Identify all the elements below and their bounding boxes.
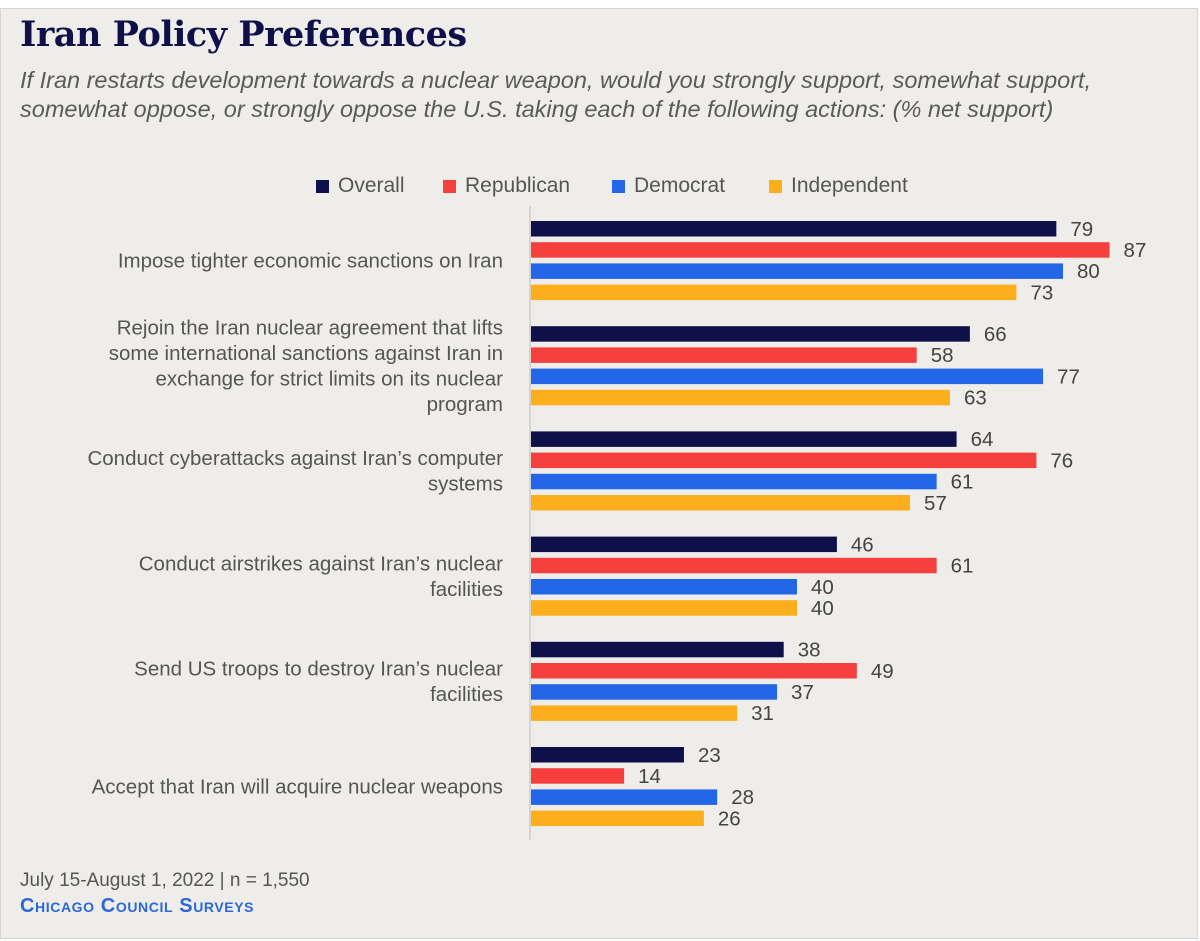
category-label-line: Rejoin the Iran nuclear agreement that l… — [117, 317, 503, 340]
category-label-conduct-airstrikes-against-iran-s-nuclear-facilities: Conduct airstrikes against Iran’s nuclea… — [139, 552, 503, 601]
data-label-overall-5: 38 — [798, 639, 821, 662]
category-label-line: Conduct airstrikes against Iran’s nuclea… — [139, 552, 503, 575]
data-label-democrat-1: 80 — [1077, 260, 1100, 283]
data-label-democrat-4: 40 — [811, 576, 834, 599]
bar-republican-3 — [531, 452, 1037, 469]
data-label-democrat-3: 61 — [951, 471, 974, 494]
bar-overall-1 — [531, 221, 1057, 237]
legend-item-independent: Independent — [769, 172, 908, 200]
source-credit: Chicago Council Surveys — [20, 895, 255, 917]
category-label-line: exchange for strict limits on its nuclea… — [156, 368, 504, 391]
category-label-conduct-cyberattacks-against-iran-s-computer-systems: Conduct cyberattacks against Iran’s comp… — [87, 447, 503, 496]
category-label-line: systems — [428, 473, 503, 496]
bar-democrat-3 — [531, 473, 937, 490]
data-label-independent-2: 63 — [964, 387, 987, 410]
bar-republican-6 — [531, 768, 625, 784]
chart-legend: Overall Republican Democrat Independent — [0, 172, 1200, 200]
data-label-republican-2: 58 — [931, 344, 954, 367]
bar-independent-6 — [531, 810, 704, 827]
bar-overall-6 — [531, 747, 684, 763]
data-label-republican-5: 49 — [871, 660, 894, 683]
survey-date-sample: July 15-August 1, 2022 | n = 1,550 — [20, 870, 310, 891]
data-label-republican-4: 61 — [951, 555, 974, 578]
bar-republican-1 — [531, 242, 1110, 258]
bar-democrat-2 — [531, 368, 1044, 385]
data-label-overall-2: 66 — [984, 323, 1007, 346]
category-label-line: Send US troops to destroy Iran’s nuclear — [134, 658, 503, 681]
bar-republican-5 — [531, 663, 857, 679]
category-label-line: Conduct cyberattacks against Iran’s comp… — [87, 447, 503, 470]
bar-democrat-1 — [531, 263, 1063, 279]
data-label-overall-6: 23 — [698, 744, 721, 767]
data-label-independent-6: 26 — [718, 807, 741, 830]
legend-swatch-independent — [769, 179, 782, 193]
data-label-independent-5: 31 — [751, 702, 774, 725]
data-label-overall-1: 79 — [1070, 218, 1093, 241]
bar-overall-3 — [531, 431, 957, 447]
data-label-republican-6: 14 — [638, 765, 661, 788]
chart-subtitle: If Iran restarts development towards a n… — [20, 67, 1092, 122]
data-label-democrat-5: 37 — [791, 681, 814, 704]
legend-item-republican: Republican — [443, 172, 570, 200]
category-label-line: some international sanctions against Ira… — [109, 342, 503, 365]
bar-democrat-4 — [531, 579, 797, 595]
bar-independent-1 — [531, 284, 1017, 301]
bar-overall-2 — [531, 326, 970, 342]
legend-label-democrat: Democrat — [634, 174, 726, 197]
category-label-accept-that-iran-will-acquire-nuclear-weapons: Accept that Iran will acquire nuclear we… — [92, 776, 503, 799]
data-label-republican-3: 76 — [1050, 449, 1073, 472]
bar-republican-2 — [531, 347, 917, 363]
chart-frame — [0, 8, 1198, 939]
category-label-line: program — [427, 393, 503, 416]
category-label-line: facilities — [430, 578, 503, 601]
category-label-line: facilities — [430, 683, 503, 706]
data-label-republican-1: 87 — [1124, 239, 1147, 262]
data-label-overall-4: 46 — [851, 533, 874, 556]
category-label-line: Impose tighter economic sanctions on Ira… — [118, 250, 503, 273]
legend-label-republican: Republican — [465, 174, 571, 197]
bar-overall-5 — [531, 641, 784, 658]
data-label-independent-3: 57 — [924, 492, 947, 515]
bar-democrat-5 — [531, 684, 778, 700]
data-label-independent-1: 73 — [1030, 281, 1053, 304]
data-label-democrat-6: 28 — [731, 786, 754, 809]
bar-overall-4 — [531, 536, 837, 553]
chart-title: Iran Policy Preferences — [20, 14, 467, 55]
bar-democrat-6 — [531, 789, 718, 805]
category-label-line: Accept that Iran will acquire nuclear we… — [92, 776, 503, 799]
category-label-send-us-troops-to-destroy-iran-s-nuclear-facilities: Send US troops to destroy Iran’s nuclear… — [134, 658, 503, 707]
data-label-overall-3: 64 — [971, 428, 994, 451]
legend-label-independent: Independent — [791, 174, 908, 197]
bar-independent-2 — [531, 389, 950, 406]
category-label-rejoin-the-iran-nuclear-agreement-that-lifts-some-international-sanctions-against-iran-in-exchange-for-strict-limits-on-its-nuclear-program: Rejoin the Iran nuclear agreement that l… — [109, 317, 503, 417]
legend-swatch-overall — [316, 179, 329, 193]
legend-item-democrat: Democrat — [612, 172, 725, 200]
category-label-impose-tighter-economic-sanctions-on-iran: Impose tighter economic sanctions on Ira… — [118, 250, 503, 273]
legend-item-overall: Overall — [316, 172, 405, 200]
bar-republican-4 — [531, 557, 937, 574]
bar-independent-4 — [531, 600, 797, 616]
legend-label-overall: Overall — [338, 174, 405, 197]
data-label-democrat-2: 77 — [1057, 365, 1080, 388]
bar-independent-3 — [531, 495, 911, 511]
legend-swatch-democrat — [612, 179, 625, 193]
bar-independent-5 — [531, 705, 738, 721]
legend-swatch-republican — [443, 179, 456, 193]
data-label-independent-4: 40 — [811, 597, 834, 620]
